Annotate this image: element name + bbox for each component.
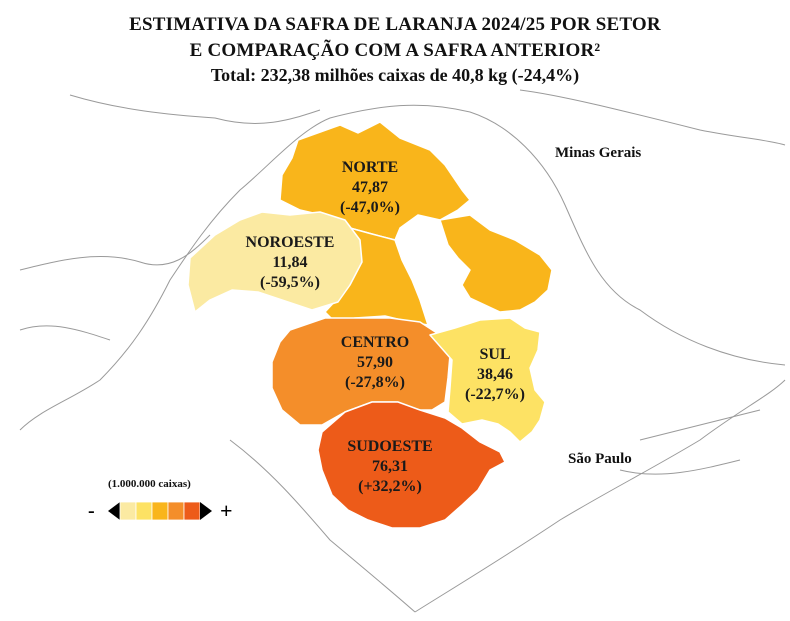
legend-minus: - [88, 500, 95, 522]
state-border-north [69, 89, 786, 146]
label-sul-change: (-22,7%) [465, 386, 525, 403]
legend-color-bar [108, 501, 212, 521]
region-sudoeste[interactable] [317, 401, 506, 529]
state-border-sp-outline [19, 104, 786, 431]
legend-title: (1.000.000 caixas) [108, 478, 191, 490]
title-line3: Total: 232,38 milhões caixas de 40,8 kg … [210, 65, 580, 85]
label-centro-value: 57,90 [357, 354, 393, 371]
label-norte: NORTE 47,87 (-47,0%) [310, 158, 430, 218]
state-border-west [19, 234, 211, 341]
legend-right-arrow [200, 502, 212, 520]
label-sul: SUL 38,46 (-22,7%) [455, 345, 535, 405]
title-line2: E COMPARAÇÃO COM A SAFRA ANTERIOR² [189, 40, 601, 61]
label-centro: CENTRO 57,90 (-27,8%) [315, 333, 435, 393]
legend-swatch-2 [135, 501, 153, 521]
label-centro-change: (-27,8%) [345, 374, 405, 391]
label-norte-change: (-47,0%) [340, 199, 400, 216]
legend-swatch-4 [167, 501, 185, 521]
region-sul[interactable] [429, 317, 546, 443]
state-label-mg: Minas Gerais [555, 145, 642, 161]
legend-plus: + [220, 498, 233, 523]
label-norte-value: 47,87 [352, 179, 388, 196]
region-noroeste[interactable] [187, 211, 363, 313]
label-norte-name: NORTE [341, 159, 399, 176]
label-sul-value: 38,46 [477, 366, 513, 383]
region-norte[interactable] [279, 121, 471, 241]
legend-swatch-3 [151, 501, 169, 521]
legend-swatch-5 [183, 501, 201, 521]
title-line1: ESTIMATIVA DA SAFRA DE LARANJA 2024/25 P… [129, 14, 661, 35]
label-centro-name: CENTRO [340, 334, 410, 351]
state-label-sp: São Paulo [568, 451, 632, 467]
label-noroeste-change: (-59,5%) [260, 274, 320, 291]
label-sudoeste-change: (+32,2%) [358, 478, 422, 495]
state-border-sp-south [229, 379, 786, 613]
state-border-rj [619, 409, 761, 475]
label-sul-name: SUL [479, 346, 511, 363]
legend-left-arrow [108, 502, 120, 520]
label-sudoeste-name: SUDOESTE [347, 438, 433, 455]
legend-swatch-1 [119, 501, 137, 521]
region-norte-east[interactable] [439, 214, 553, 313]
label-noroeste-value: 11,84 [272, 254, 308, 271]
label-sudoeste-value: 76,31 [372, 458, 408, 475]
label-sudoeste: SUDOESTE 76,31 (+32,2%) [330, 437, 450, 497]
label-noroeste: NOROESTE 11,84 (-59,5%) [230, 233, 350, 293]
label-noroeste-name: NOROESTE [245, 234, 335, 251]
